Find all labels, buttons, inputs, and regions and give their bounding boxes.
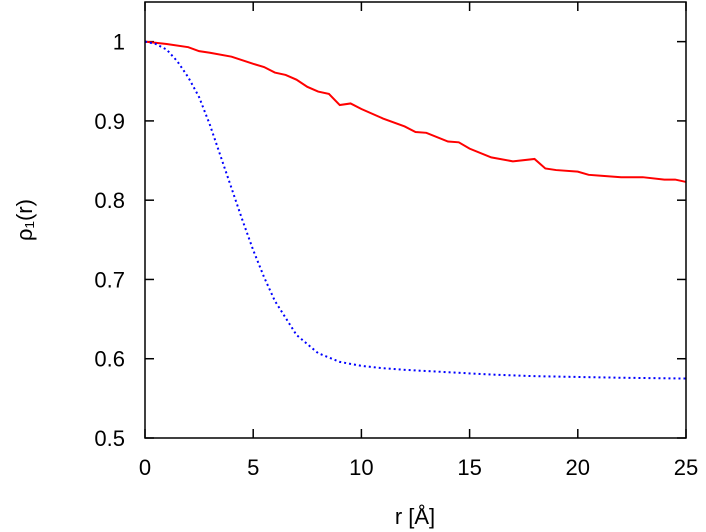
- x-tick-label: 20: [566, 455, 590, 480]
- y-tick-label: 0.9: [94, 109, 125, 134]
- x-tick-label: 15: [457, 455, 481, 480]
- y-tick-label: 0.6: [94, 347, 125, 372]
- y-tick-label: 0.8: [94, 188, 125, 213]
- x-tick-label: 0: [139, 455, 151, 480]
- line-series: [144, 40, 687, 183]
- y-tick-label: 0.5: [94, 426, 125, 451]
- x-axis-label: r [Å]: [395, 504, 435, 529]
- plot-frame: [144, 1, 687, 439]
- x-tick-label: 10: [349, 455, 373, 480]
- y-axis-label: ρ₁(r): [12, 199, 37, 241]
- line-series: [144, 40, 687, 380]
- y-tick-label: 0.7: [94, 267, 125, 292]
- y-tick-label: 1: [113, 30, 125, 55]
- x-tick-label: 25: [674, 455, 698, 480]
- x-tick-label: 5: [247, 455, 259, 480]
